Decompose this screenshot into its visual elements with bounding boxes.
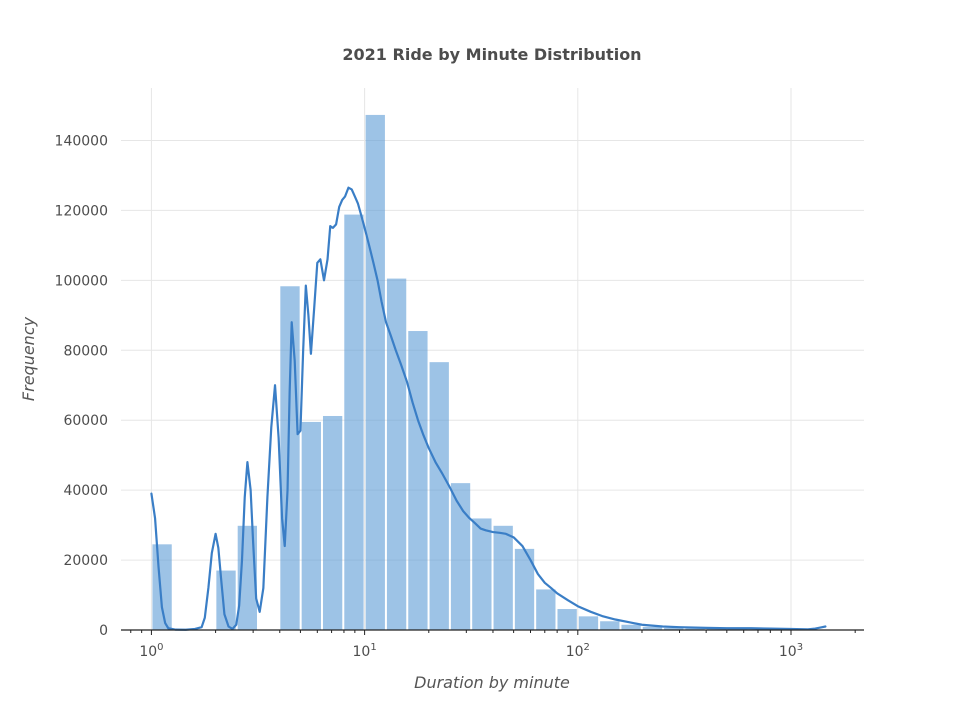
x-tick-label: 100 bbox=[139, 642, 163, 660]
histogram-bar bbox=[344, 214, 364, 630]
histogram-bar bbox=[450, 483, 471, 630]
y-tick-label: 60000 bbox=[63, 413, 108, 429]
histogram-bar bbox=[621, 624, 641, 630]
x-axis-label: Duration by minute bbox=[414, 673, 570, 692]
histogram-bar bbox=[493, 525, 513, 630]
chart-title: 2021 Ride by Minute Distribution bbox=[342, 45, 641, 64]
axes: 0 20000 40000 60000 80000 100000 120000 140000 1… bbox=[55, 133, 864, 660]
histogram-bar bbox=[301, 421, 321, 630]
histogram-bar bbox=[322, 415, 343, 630]
y-tick-label: 140000 bbox=[55, 133, 108, 149]
histogram-bar bbox=[472, 518, 492, 630]
y-tick-label: 120000 bbox=[55, 203, 108, 219]
histogram-bar bbox=[600, 621, 620, 630]
y-tick-label: 100000 bbox=[55, 273, 108, 289]
histogram-bar bbox=[152, 544, 172, 630]
grid-lines bbox=[121, 88, 864, 631]
y-axis-label: Frequency bbox=[19, 316, 38, 401]
histogram-bar bbox=[365, 114, 385, 630]
histogram-bar bbox=[664, 627, 684, 630]
histogram-bar bbox=[536, 589, 556, 630]
x-tick-label: 101 bbox=[353, 642, 377, 660]
x-tick-label: 102 bbox=[566, 642, 590, 660]
kde-curve-line bbox=[150, 186, 827, 631]
histogram-bar bbox=[685, 628, 705, 630]
histogram-bar bbox=[280, 286, 300, 630]
kde-curve-group bbox=[150, 186, 827, 631]
histogram-bar bbox=[642, 626, 663, 630]
y-tick-label: 80000 bbox=[63, 343, 108, 359]
y-tick-label: 20000 bbox=[63, 553, 108, 569]
histogram-bar bbox=[514, 548, 535, 630]
histogram-bar bbox=[429, 362, 449, 630]
histogram-bar bbox=[578, 616, 599, 630]
y-tick-label: 0 bbox=[99, 623, 108, 639]
histogram-bar bbox=[557, 609, 577, 630]
histogram-bar bbox=[408, 331, 428, 630]
x-tick-label: 103 bbox=[779, 642, 803, 660]
y-tick-label: 40000 bbox=[63, 483, 108, 499]
